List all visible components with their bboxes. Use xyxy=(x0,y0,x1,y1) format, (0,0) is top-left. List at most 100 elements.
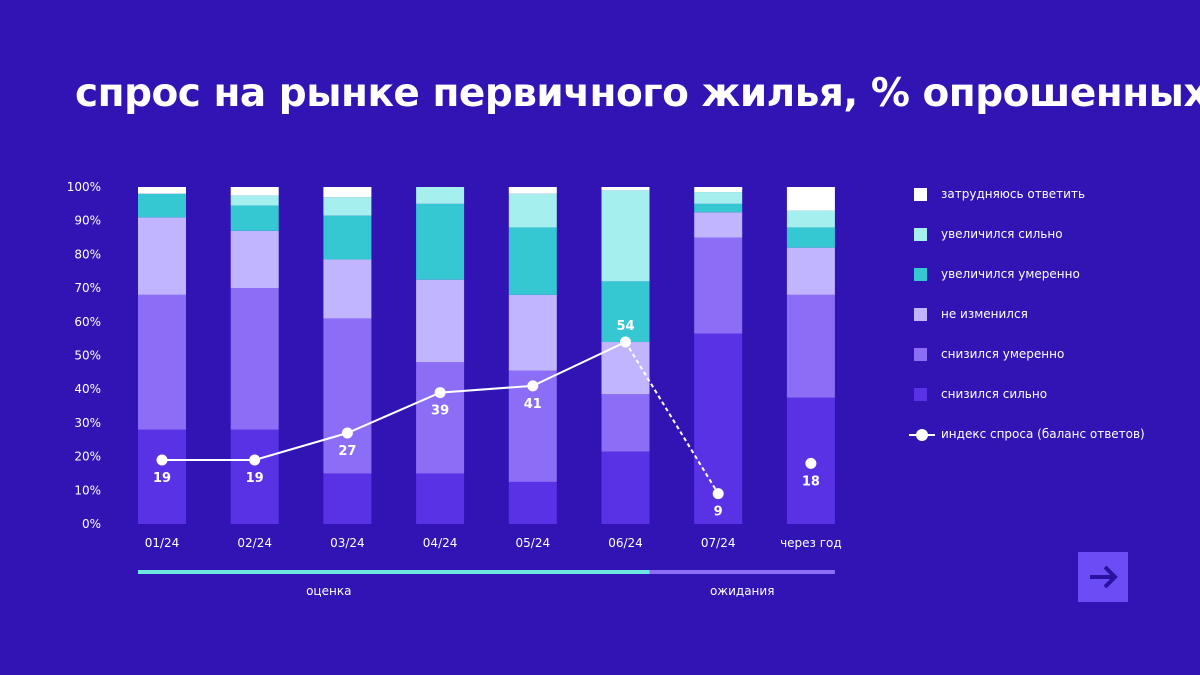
legend-item: не изменился xyxy=(914,304,1184,324)
legend-item-index: индекс спроса (баланс ответов) xyxy=(909,424,1184,444)
bar-segment xyxy=(508,227,557,295)
bar-segment xyxy=(694,212,743,238)
index-value-label: 9 xyxy=(714,505,723,520)
bar-segment xyxy=(323,473,372,524)
arrow-right-icon xyxy=(1090,565,1118,589)
period-bar: оценка ожидания xyxy=(138,570,835,598)
bar-segment xyxy=(786,187,835,211)
bar-segment xyxy=(786,294,835,398)
bar-segment xyxy=(694,203,743,213)
bar-segment xyxy=(323,259,372,319)
period-segment xyxy=(138,570,650,574)
period-label: оценка xyxy=(306,584,351,598)
index-line: 19 19 27 39 41 54 9 18 xyxy=(153,319,820,520)
index-point xyxy=(156,454,168,466)
legend-label: не изменился xyxy=(941,307,1028,321)
bar-segment xyxy=(416,473,465,524)
bar-segment xyxy=(230,187,279,196)
index-point xyxy=(341,427,353,439)
bar-segment xyxy=(416,187,465,204)
x-tick-label: 01/24 xyxy=(145,536,180,550)
legend-label: затрудняюсь ответить xyxy=(941,187,1086,201)
y-tick-label: 80% xyxy=(74,247,101,261)
y-tick-label: 50% xyxy=(74,349,101,363)
legend-item: снизился сильно xyxy=(914,384,1184,404)
y-tick-label: 30% xyxy=(74,416,101,430)
legend-swatch xyxy=(914,347,927,361)
legend-swatch xyxy=(914,387,927,401)
bar-segment xyxy=(601,187,650,191)
index-line-solid xyxy=(162,341,626,461)
legend-swatch xyxy=(914,227,927,241)
legend-label: снизился умеренно xyxy=(941,347,1065,361)
bar-segment xyxy=(601,394,650,452)
bar-segment xyxy=(138,217,186,295)
bar-segment xyxy=(508,294,557,371)
legend-line-marker-icon xyxy=(909,428,935,441)
bar-segment xyxy=(601,451,650,524)
y-tick-label: 70% xyxy=(74,281,101,295)
bar-segment xyxy=(416,203,465,280)
legend-item: затрудняюсь ответить xyxy=(914,184,1184,204)
legend-label: индекс спроса (баланс ответов) xyxy=(941,427,1145,441)
x-tick-label: 05/24 xyxy=(516,536,551,550)
bar-segment xyxy=(694,187,743,193)
bar-segment xyxy=(786,210,835,228)
index-point xyxy=(620,336,631,348)
y-tick-label: 10% xyxy=(74,483,101,497)
legend-swatch xyxy=(914,267,927,281)
index-value-label: 41 xyxy=(524,397,542,412)
y-tick-label: 100% xyxy=(67,180,101,194)
bar-segment xyxy=(601,281,650,343)
index-point xyxy=(805,457,817,469)
y-tick-label: 90% xyxy=(74,214,101,228)
x-tick-label: через год xyxy=(780,536,842,550)
index-value-label: 18 xyxy=(802,474,820,489)
bar-segment xyxy=(416,279,465,363)
legend-label: снизился сильно xyxy=(941,387,1048,401)
y-tick-label: 60% xyxy=(74,315,101,329)
index-value-label: 27 xyxy=(338,444,356,459)
bar-segment xyxy=(323,187,372,198)
bar-segment xyxy=(138,294,186,430)
legend-item: увеличился сильно xyxy=(914,224,1184,244)
x-tick-label: 04/24 xyxy=(423,536,458,550)
index-line-dashed xyxy=(624,341,720,495)
bar-segment xyxy=(138,429,186,524)
legend-swatch xyxy=(914,187,927,201)
stacked-bar-chart: 0% 10% 20% 30% 40% 50% 60% 70% 80% 90% 100% 19 19 27… xyxy=(67,180,842,598)
bar-segment xyxy=(323,197,372,216)
index-value-label: 19 xyxy=(153,471,171,486)
x-tick-label: 03/24 xyxy=(330,536,365,550)
period-label: ожидания xyxy=(710,584,774,598)
y-axis: 0% 10% 20% 30% 40% 50% 60% 70% 80% 90% 100% xyxy=(67,180,101,531)
legend-swatch xyxy=(914,307,927,321)
index-point xyxy=(249,454,261,466)
bar-segment xyxy=(230,205,279,231)
bar-segment xyxy=(508,481,557,524)
legend-item: снизился умеренно xyxy=(914,344,1184,364)
bar-segment xyxy=(138,187,186,194)
bar-segment xyxy=(138,193,186,218)
x-tick-label: 06/24 xyxy=(608,536,643,550)
bar-segment xyxy=(323,215,372,260)
x-axis: 01/24 02/24 03/24 04/24 05/24 06/24 07/24 через… xyxy=(145,536,842,550)
bar-segment xyxy=(323,318,372,474)
next-slide-button[interactable] xyxy=(1078,552,1128,602)
bar-segment xyxy=(230,429,279,524)
bar-segment xyxy=(230,288,279,430)
period-segment xyxy=(649,570,835,574)
bar-segment xyxy=(508,193,557,228)
bar-segment xyxy=(416,362,465,474)
bar-segment xyxy=(694,192,743,204)
y-tick-label: 20% xyxy=(74,450,101,464)
legend-label: увеличился умеренно xyxy=(941,267,1080,281)
x-tick-label: 02/24 xyxy=(237,536,272,550)
index-value-label: 39 xyxy=(431,404,449,419)
legend: затрудняюсь ответить увеличился сильно у… xyxy=(909,184,1184,464)
bars xyxy=(138,187,835,524)
x-tick-label: 07/24 xyxy=(701,536,736,550)
index-point xyxy=(527,380,539,392)
legend-item: увеличился умеренно xyxy=(914,264,1184,284)
bar-segment xyxy=(601,190,650,282)
